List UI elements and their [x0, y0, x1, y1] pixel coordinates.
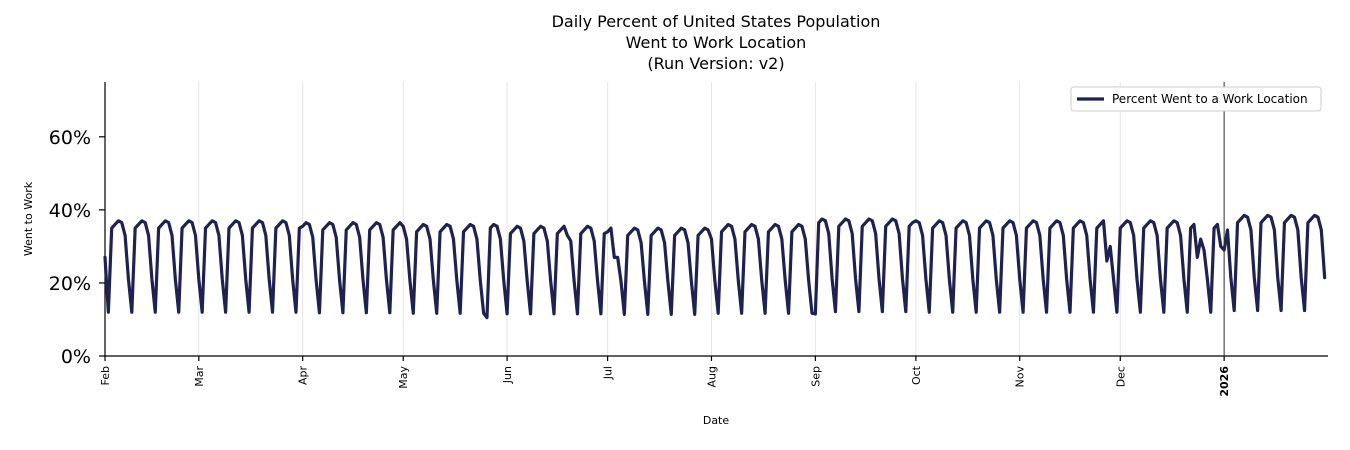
x-tick-label: Dec — [1114, 366, 1127, 387]
legend-label: Percent Went to a Work Location — [1112, 92, 1308, 106]
x-tick-label: Nov — [1014, 366, 1027, 388]
y-axis-label: Went to Work — [22, 181, 35, 256]
x-tick-label: May — [397, 366, 410, 389]
x-gridlines — [104, 82, 1225, 356]
y-tick-label: 20% — [49, 273, 91, 295]
series-line-percent-went-to-work — [103, 213, 1327, 320]
chart-title-line-3: (Run Version: v2) — [647, 54, 784, 73]
x-axis: Feb Mar Apr May Jun Jul Aug Sep Oct Nov Dec 2026 — [99, 356, 1231, 397]
x-tick-label: Aug — [705, 366, 718, 387]
x-tick-label: Jun — [501, 366, 514, 384]
y-tick-label: 40% — [49, 200, 91, 222]
x-tick-label: Feb — [99, 366, 112, 385]
x-tick-label: Oct — [910, 365, 923, 385]
x-axis-label: Date — [703, 414, 730, 427]
chart-title-line-2: Went to Work Location — [626, 33, 807, 52]
x-tick-label: Apr — [297, 366, 310, 386]
x-tick-label: Sep — [809, 366, 822, 387]
legend: Percent Went to a Work Location — [1070, 86, 1322, 112]
x-tick-label: Jul — [602, 366, 615, 380]
y-tick-label: 0% — [61, 346, 91, 368]
chart-title-line-1: Daily Percent of United States Populatio… — [552, 12, 881, 31]
legend-box — [1070, 86, 1322, 112]
x-tick-label: Mar — [193, 366, 206, 387]
y-axis: 0% 20% 40% 60% — [49, 127, 105, 368]
y-tick-label: 60% — [49, 127, 91, 149]
x-tick-label: 2026 — [1218, 366, 1231, 397]
